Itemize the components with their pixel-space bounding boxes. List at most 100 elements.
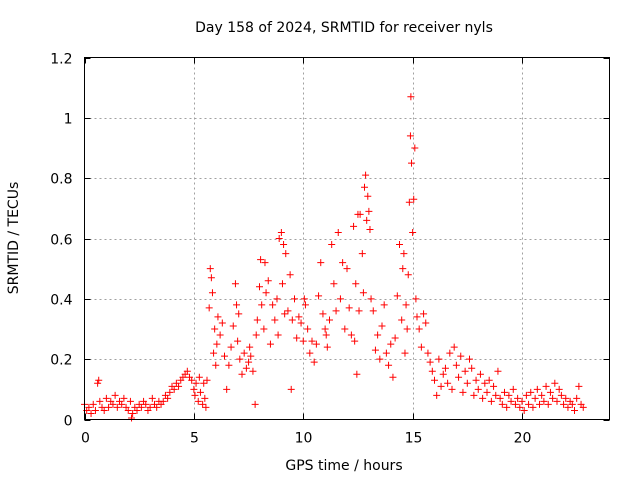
data-point — [334, 228, 342, 236]
data-point — [264, 277, 272, 285]
data-point — [89, 400, 97, 408]
data-point — [269, 301, 277, 309]
data-point — [350, 222, 358, 230]
data-point — [503, 403, 511, 411]
data-point — [206, 265, 214, 273]
data-point — [531, 394, 539, 402]
data-point — [490, 382, 498, 390]
data-point — [417, 343, 425, 351]
data-point — [266, 340, 274, 348]
y-tick-label: 0.8 — [50, 172, 72, 188]
data-point — [474, 385, 482, 393]
data-point — [441, 364, 449, 372]
data-point — [336, 295, 344, 303]
data-point — [361, 183, 368, 191]
data-point — [166, 388, 174, 396]
data-point — [487, 397, 495, 405]
x-tick-label: 15 — [405, 431, 423, 447]
data-point — [212, 361, 220, 369]
data-point — [297, 319, 305, 327]
data-point — [328, 241, 336, 249]
data-point — [358, 250, 366, 258]
data-point — [310, 358, 318, 366]
data-point — [199, 400, 207, 408]
data-point — [568, 400, 576, 408]
data-point — [252, 331, 260, 339]
data-point — [253, 316, 261, 324]
data-point — [485, 376, 493, 384]
data-point — [258, 301, 266, 309]
data-point — [225, 361, 233, 369]
data-point — [142, 400, 150, 408]
data-point — [407, 93, 415, 101]
data-point — [544, 400, 552, 408]
data-point — [293, 334, 301, 342]
data-point — [364, 192, 372, 200]
data-point — [389, 373, 397, 381]
data-points — [81, 93, 587, 422]
data-point — [575, 382, 583, 390]
data-point — [549, 394, 557, 402]
data-point — [280, 241, 288, 249]
data-point — [468, 364, 476, 372]
data-point — [380, 301, 388, 309]
data-point — [403, 325, 411, 333]
data-point — [85, 403, 93, 411]
data-point — [105, 403, 113, 411]
data-point — [509, 385, 517, 393]
data-point — [261, 259, 269, 267]
data-point — [472, 376, 480, 384]
data-point — [557, 391, 565, 399]
data-point — [411, 144, 419, 152]
data-point — [560, 400, 568, 408]
data-point — [492, 391, 500, 399]
data-point — [306, 349, 314, 357]
data-point — [288, 316, 296, 324]
data-point — [153, 403, 161, 411]
data-point — [461, 367, 469, 375]
data-point — [195, 373, 203, 381]
data-point — [371, 346, 379, 354]
data-point — [483, 388, 491, 396]
data-point — [424, 349, 432, 357]
data-point — [505, 391, 513, 399]
data-point — [192, 379, 200, 387]
data-point — [516, 403, 524, 411]
data-point — [463, 379, 471, 387]
data-point — [529, 403, 537, 411]
data-point — [365, 207, 373, 215]
x-tick-label: 20 — [514, 431, 532, 447]
data-point — [444, 379, 452, 387]
data-point — [207, 274, 215, 282]
data-point — [287, 385, 295, 393]
data-point — [343, 265, 351, 273]
data-point — [194, 397, 202, 405]
y-tick-label: 1 — [64, 112, 73, 128]
data-point — [111, 391, 119, 399]
data-point — [553, 397, 561, 405]
data-point — [227, 343, 235, 351]
data-point — [260, 325, 268, 333]
data-point — [286, 271, 294, 279]
data-point — [256, 283, 263, 291]
data-point — [210, 349, 218, 357]
data-point — [312, 340, 320, 348]
data-point — [190, 385, 198, 393]
data-point — [362, 171, 370, 179]
data-point — [518, 397, 526, 405]
data-point — [551, 379, 559, 387]
data-point — [415, 325, 423, 333]
data-point — [323, 343, 331, 351]
data-point — [202, 403, 210, 411]
plot-frame — [84, 57, 610, 420]
data-point — [301, 301, 309, 309]
data-point — [420, 310, 428, 318]
data-point — [457, 352, 465, 360]
data-point — [170, 385, 178, 393]
data-point — [321, 325, 329, 333]
data-point — [522, 391, 530, 399]
data-point — [345, 304, 353, 312]
data-point — [540, 397, 548, 405]
data-point — [249, 367, 257, 375]
data-point — [573, 394, 581, 402]
